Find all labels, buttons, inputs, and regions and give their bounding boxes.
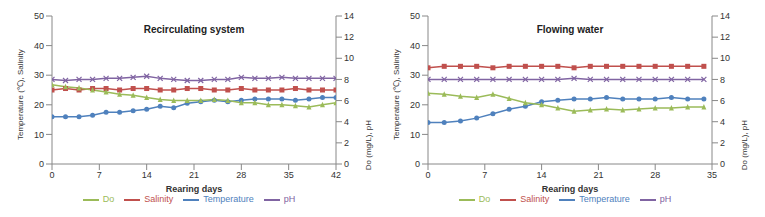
svg-text:35: 35: [707, 170, 717, 180]
svg-text:0: 0: [425, 170, 430, 180]
svg-text:4: 4: [720, 117, 725, 127]
svg-text:20: 20: [34, 100, 44, 110]
svg-text:8: 8: [720, 75, 725, 85]
svg-text:30: 30: [410, 70, 420, 80]
svg-text:Temperature (℃), Salinity: Temperature (℃), Salinity: [16, 49, 25, 140]
html-text:Do: Do: [102, 194, 115, 205]
svg-text:Temperature (℃), Salinity: Temperature (℃), Salinity: [392, 49, 401, 140]
svg-text:6: 6: [720, 96, 725, 106]
svg-text:Rearing days: Rearing days: [166, 184, 223, 194]
svg-text:0: 0: [49, 170, 54, 180]
svg-text:0: 0: [344, 159, 349, 169]
svg-text:Rearing days: Rearing days: [542, 184, 599, 194]
html-text:Temperature: Temperature: [579, 194, 630, 205]
svg-text:0: 0: [720, 159, 725, 169]
svg-text:40: 40: [410, 41, 420, 51]
html-text:Do: Do: [478, 194, 491, 205]
svg-text:12: 12: [344, 32, 354, 42]
svg-text:Do (mg/L), pH: Do (mg/L), pH: [364, 120, 373, 170]
svg-text:10: 10: [34, 130, 44, 140]
svg-text:50: 50: [410, 11, 420, 21]
html-text:pH: pH: [659, 194, 672, 205]
svg-text:21: 21: [189, 170, 199, 180]
svg-text:28: 28: [650, 170, 660, 180]
svg-text:6: 6: [344, 96, 349, 106]
html-text:pH: pH: [283, 194, 296, 205]
svg-text:14: 14: [720, 11, 730, 21]
svg-text:0: 0: [39, 159, 44, 169]
html-text:Recirculating system: Recirculating system: [143, 24, 245, 35]
svg-text:14: 14: [344, 11, 354, 21]
html-text:Salinity: Salinity: [520, 194, 550, 205]
html-text:Temperature: Temperature: [203, 194, 254, 205]
svg-text:10: 10: [720, 53, 730, 63]
html-text:Salinity: Salinity: [144, 194, 174, 205]
svg-text:7: 7: [482, 170, 487, 180]
svg-text:10: 10: [344, 53, 354, 63]
svg-text:42: 42: [331, 170, 341, 180]
svg-text:10: 10: [410, 130, 420, 140]
svg-text:30: 30: [34, 70, 44, 80]
svg-text:8: 8: [344, 75, 349, 85]
svg-text:12: 12: [720, 32, 730, 42]
svg-text:14: 14: [142, 170, 152, 180]
svg-text:14: 14: [537, 170, 547, 180]
html-text:Flowing water: Flowing water: [536, 24, 604, 35]
svg-text:21: 21: [593, 170, 603, 180]
svg-text:Do (mg/L), pH: Do (mg/L), pH: [740, 120, 749, 170]
svg-text:50: 50: [34, 11, 44, 21]
svg-text:0: 0: [415, 159, 420, 169]
svg-text:7: 7: [97, 170, 102, 180]
svg-text:40: 40: [34, 41, 44, 51]
svg-text:35: 35: [284, 170, 294, 180]
svg-text:2: 2: [720, 138, 725, 148]
svg-text:28: 28: [236, 170, 246, 180]
svg-text:20: 20: [410, 100, 420, 110]
svg-text:4: 4: [344, 117, 349, 127]
svg-text:2: 2: [344, 138, 349, 148]
